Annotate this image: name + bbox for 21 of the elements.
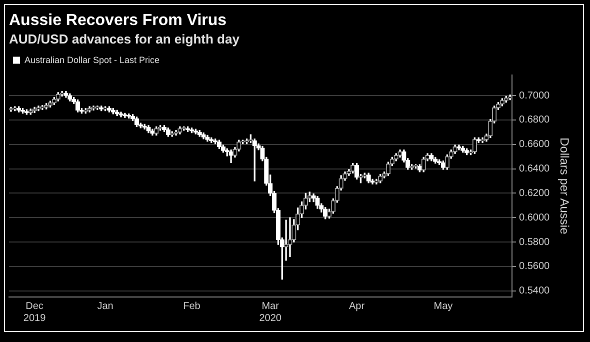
y-tick-label: 0.7000 [519,90,550,102]
y-tick-label: 0.5800 [519,236,550,248]
x-tick-label: Apr [349,300,366,312]
candlestick [288,217,292,258]
y-tick-label: 0.5400 [519,286,550,297]
x-tick-label: Mar 2020 [259,300,282,324]
x-tick-label: Jan [97,300,114,312]
candlestick [284,220,288,261]
x-tick-label: Dec 2019 [23,300,46,324]
legend-label: Australian Dollar Spot - Last Price [24,54,160,65]
y-tick-label: 0.5600 [519,261,550,272]
y-axis-title: Dollars per Aussie [557,138,572,235]
chart-title: Aussie Recovers From Virus [9,12,227,30]
y-tick-label: 0.6000 [519,212,550,224]
chart-subtitle: AUD/USD advances for an eighth day [9,32,240,47]
y-tick-label: 0.6400 [519,164,550,175]
x-tick-label: Feb [183,300,201,312]
y-tick-label: 0.6200 [519,188,550,199]
x-tick-label: May [434,300,453,312]
y-tick-label: 0.6800 [519,114,550,126]
y-tick-label: 0.6600 [519,139,550,150]
